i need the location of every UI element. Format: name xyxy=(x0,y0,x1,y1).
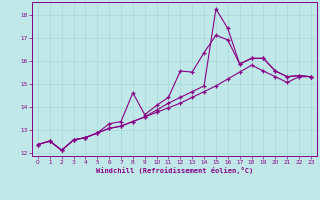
X-axis label: Windchill (Refroidissement éolien,°C): Windchill (Refroidissement éolien,°C) xyxy=(96,167,253,174)
